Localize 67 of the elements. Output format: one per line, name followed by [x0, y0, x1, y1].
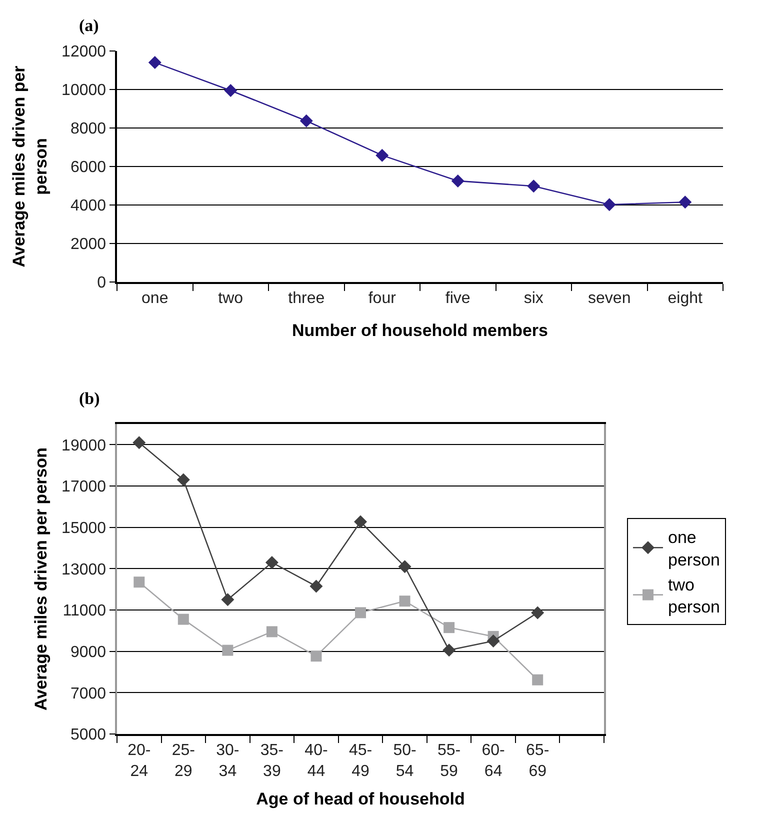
x-axis-title: Age of head of household: [256, 790, 465, 809]
point: [132, 436, 146, 450]
point: [266, 626, 278, 638]
x-tick-label: eight: [668, 290, 704, 307]
x-tick-label: 40-44: [304, 742, 328, 780]
point: [222, 644, 234, 656]
y-axis-title: Average miles driven per person: [10, 65, 51, 268]
x-tick-label: 55-59: [437, 742, 461, 780]
point: [486, 634, 500, 648]
y-tick-label: 19000: [62, 437, 106, 454]
x-tick-label: two: [218, 290, 244, 307]
y-tick-label: 8000: [70, 120, 106, 138]
point: [531, 606, 544, 620]
point: [355, 607, 366, 618]
y-tick-label: 7000: [70, 685, 106, 702]
point: [678, 196, 692, 209]
y-tick-label: 13000: [62, 561, 106, 578]
x-tick-label: five: [445, 290, 470, 307]
y-tick-label: 0: [97, 274, 106, 292]
x-tick-label: 45-49: [348, 742, 372, 780]
y-tick-label: 2000: [70, 236, 106, 254]
x-tick-label: 30-34: [216, 742, 240, 780]
x-tick-label: 50-54: [393, 742, 416, 780]
point: [148, 56, 162, 70]
point: [442, 644, 456, 657]
point: [178, 614, 189, 625]
x-tick-label: seven: [588, 290, 631, 307]
point: [398, 560, 412, 574]
point: [451, 174, 464, 188]
point: [399, 596, 410, 607]
x-tick-label: 25-29: [172, 742, 195, 780]
chart-title: (b): [79, 389, 100, 408]
point: [376, 148, 389, 162]
chart-title: (a): [79, 16, 99, 35]
point: [310, 580, 323, 593]
y-tick-label: 4000: [70, 198, 106, 215]
point: [265, 556, 278, 569]
x-tick-label: one: [142, 290, 168, 307]
point: [310, 650, 322, 662]
x-tick-label: three: [288, 290, 325, 307]
x-tick-label: six: [524, 290, 544, 307]
y-tick-label: 15000: [62, 520, 106, 537]
point: [532, 674, 544, 686]
x-tick-label: 65-69: [526, 742, 550, 780]
x-tick-label: 60-64: [482, 742, 505, 780]
point: [300, 114, 313, 128]
x-tick-label: four: [368, 290, 397, 307]
x-tick-label: 20-24: [128, 742, 151, 780]
point: [134, 576, 145, 588]
legend-label: two person: [668, 575, 720, 616]
point: [176, 473, 190, 486]
y-tick-label: 11000: [62, 602, 106, 620]
y-axis-title: Average miles driven per person: [32, 448, 51, 710]
point: [602, 198, 616, 212]
x-tick-label: 35-39: [260, 742, 284, 780]
y-tick-label: 17000: [62, 478, 106, 496]
y-tick-label: 5000: [70, 726, 106, 744]
point: [444, 622, 455, 634]
y-tick-label: 9000: [70, 644, 106, 661]
point: [221, 593, 234, 606]
y-tick-label: 10000: [62, 82, 106, 100]
y-tick-label: 12000: [62, 44, 106, 61]
point: [224, 84, 238, 97]
point: [527, 180, 540, 193]
point: [354, 515, 367, 528]
x-axis-title: Number of household members: [292, 320, 548, 340]
y-tick-label: 6000: [70, 159, 106, 176]
